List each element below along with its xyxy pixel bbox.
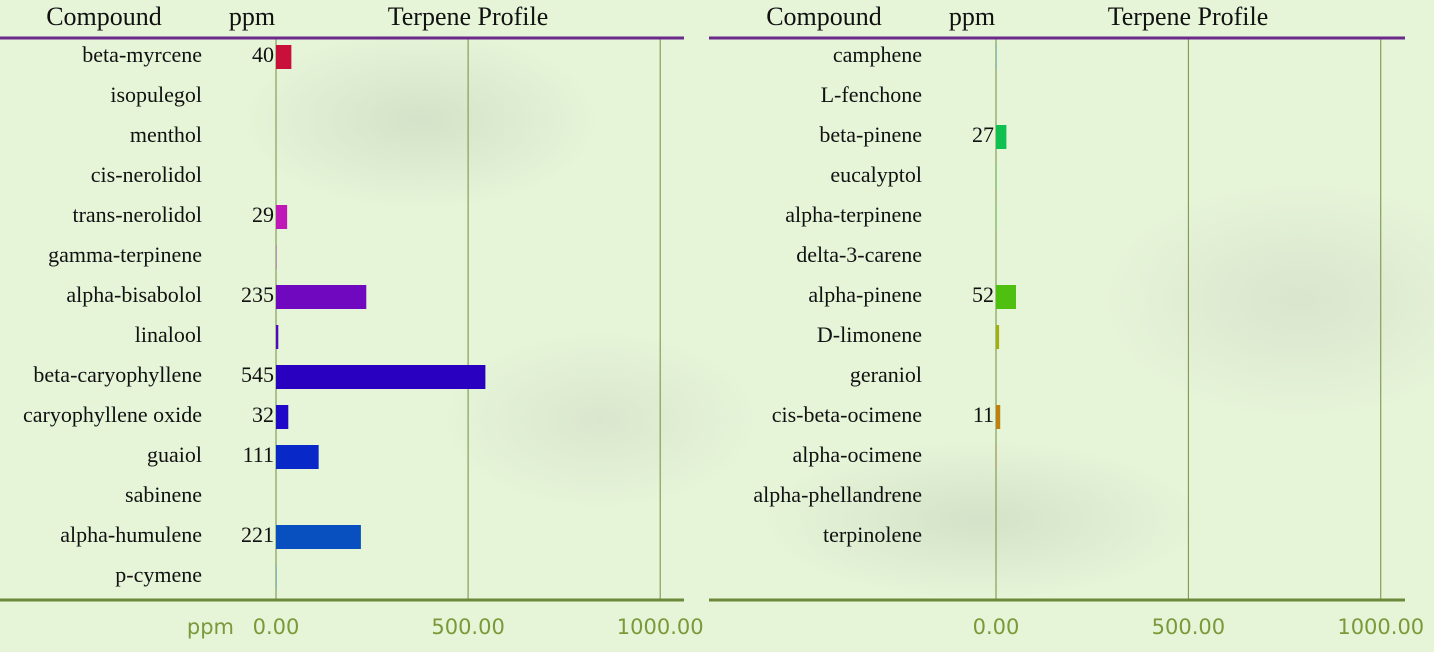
column-header: ppm [229,2,275,31]
compound-label: gamma-terpinene [48,242,202,267]
x-tick-label: 0.00 [253,615,300,639]
compound-label: p-cymene [115,562,202,587]
compound-label: alpha-pinene [808,282,922,307]
x-axis-label: ppm [187,615,234,639]
compound-label: alpha-phellandrene [753,482,922,507]
compound-label: camphene [833,42,922,67]
column-header: Terpene Profile [388,2,549,31]
compound-label: guaiol [147,442,202,467]
compound-label: caryophyllene oxide [23,402,202,427]
bar [276,365,486,389]
value-label: 11 [973,402,994,427]
compound-label: beta-caryophyllene [33,362,202,387]
compound-label: eucalyptol [830,162,922,187]
value-label: 32 [252,402,274,427]
bar [996,125,1007,149]
compound-label: alpha-bisabolol [66,282,202,307]
compound-label: geraniol [850,362,922,387]
value-label: 545 [241,362,274,387]
compound-label: isopulegol [110,82,202,107]
compound-label: menthol [130,122,202,147]
compound-label: delta-3-carene [796,242,922,267]
compound-label: terpinolene [823,522,922,547]
compound-label: alpha-ocimene [793,442,923,467]
bar [276,285,367,309]
compound-label: trans-nerolidol [72,202,202,227]
compound-label: linalool [135,322,202,347]
value-label: 27 [972,122,994,147]
bar [996,325,1000,349]
compound-label: L-fenchone [821,82,922,107]
compound-label: D-limonene [817,322,922,347]
compound-label: beta-myrcene [82,42,202,67]
compound-label: alpha-terpinene [785,202,922,227]
bar [276,45,292,69]
bar [276,445,319,469]
bar [996,405,1001,429]
x-tick-label: 0.00 [973,615,1020,639]
compound-label: sabinene [125,482,202,507]
x-tick-label: 1000.00 [1337,615,1424,639]
value-label: 221 [241,522,274,547]
compound-label: cis-nerolidol [91,162,202,187]
value-label: 29 [252,202,274,227]
value-label: 235 [241,282,274,307]
bar [276,525,361,549]
column-header: Terpene Profile [1108,2,1269,31]
compound-label: beta-pinene [819,122,922,147]
column-header: Compound [766,2,882,31]
bar [276,325,279,349]
x-tick-label: 500.00 [431,615,504,639]
value-label: 40 [252,42,274,67]
compound-label: alpha-humulene [60,522,202,547]
bar [276,405,289,429]
column-header: ppm [949,2,995,31]
column-header: Compound [46,2,162,31]
x-tick-label: 500.00 [1152,615,1225,639]
value-label: 52 [972,282,994,307]
bar [276,205,288,229]
compound-label: cis-beta-ocimene [772,402,922,427]
x-tick-label: 1000.00 [617,615,704,639]
value-label: 111 [243,442,274,467]
bar [996,285,1017,309]
